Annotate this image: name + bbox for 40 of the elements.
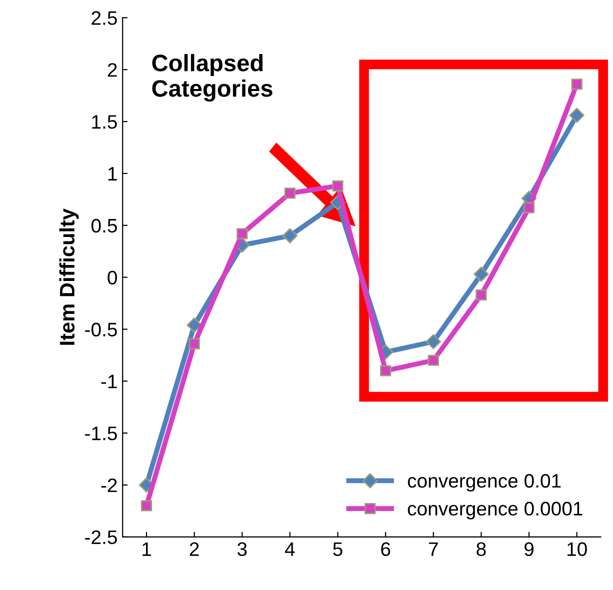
- y-tick-label: -2.5: [85, 530, 117, 544]
- x-tick-label: 5: [333, 542, 342, 556]
- y-tick-label: -2: [101, 478, 117, 492]
- x-tick-label: 3: [237, 542, 247, 556]
- y-tick-label: 1: [108, 167, 117, 181]
- y-axis-title: Item Difficulty: [59, 208, 79, 345]
- y-tick-label: 2.5: [92, 11, 117, 25]
- y-tick-label: -0.5: [85, 322, 117, 336]
- point: [236, 228, 248, 240]
- point: [571, 78, 582, 90]
- x-tick-label: 10: [568, 542, 587, 556]
- x-tick-label: 7: [428, 542, 438, 556]
- x-tick-label: 1: [142, 542, 151, 556]
- y-tick-label: 0.5: [91, 218, 117, 233]
- point: [569, 108, 584, 123]
- point: [284, 188, 296, 199]
- point: [282, 228, 298, 244]
- point: [426, 334, 441, 350]
- point: [186, 317, 202, 333]
- x-tick-label: 4: [284, 542, 295, 556]
- y-tick-label: 1.5: [92, 115, 117, 129]
- legend-label: convergence 0.0001: [408, 502, 582, 520]
- point: [188, 338, 200, 350]
- point: [476, 289, 487, 301]
- x-tick-label: 2: [190, 542, 199, 556]
- point: [332, 180, 344, 192]
- legend-label: convergence 0.01: [408, 474, 561, 492]
- point: [428, 354, 439, 366]
- y-tick-label: 0: [108, 270, 117, 285]
- point: [380, 365, 392, 376]
- x-tick-label: 9: [524, 542, 534, 556]
- point: [474, 266, 489, 282]
- y-tick-label: 2: [108, 63, 117, 77]
- y-tick-label: -1: [101, 374, 117, 388]
- point: [523, 202, 535, 214]
- point: [140, 500, 152, 512]
- annotation: Collapsed Categories: [152, 54, 272, 102]
- y-tick-label: -1.5: [85, 426, 117, 440]
- x-tick-label: 8: [476, 542, 486, 556]
- x-tick-label: 6: [381, 542, 390, 556]
